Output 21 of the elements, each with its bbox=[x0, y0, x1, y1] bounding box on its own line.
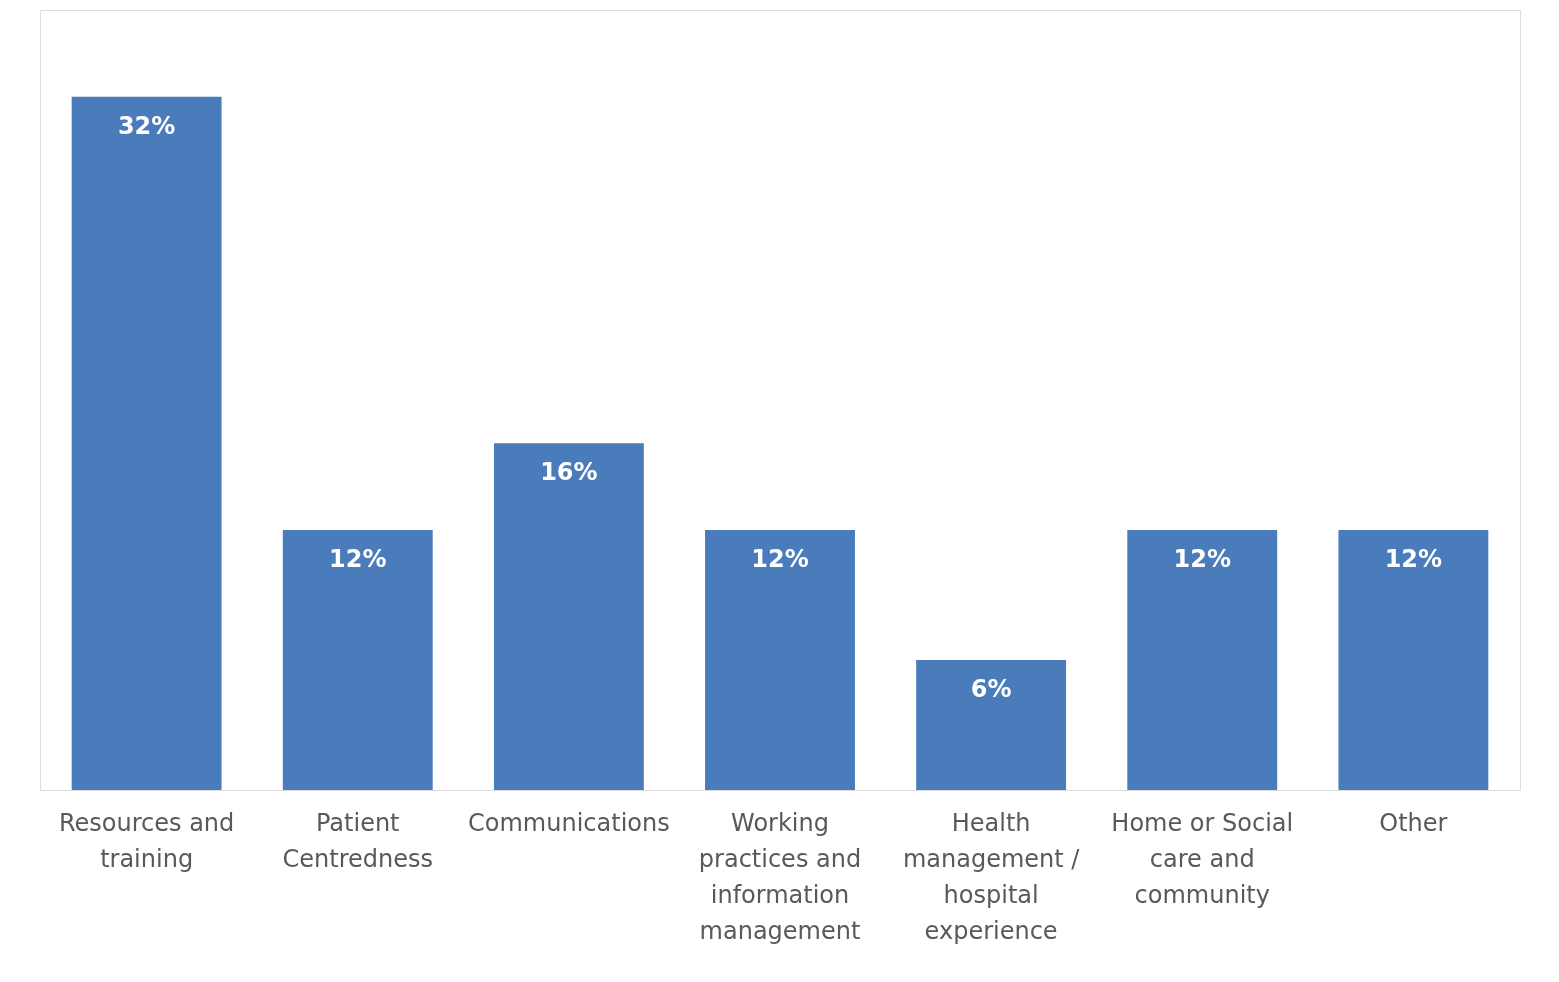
x-tick-label: Resources and training bbox=[58, 809, 235, 873]
data-label: 12% bbox=[1173, 545, 1231, 573]
x-tick-label: Patient Centredness bbox=[282, 809, 433, 873]
x-tick-label: Health management / hospital experience bbox=[902, 809, 1081, 945]
bar bbox=[705, 530, 855, 790]
x-tick-label: Home or Social care and community bbox=[1111, 809, 1294, 909]
data-label: 12% bbox=[329, 545, 387, 573]
data-label: 12% bbox=[1384, 545, 1443, 573]
x-tick-label: Communications bbox=[468, 809, 670, 837]
bar bbox=[71, 96, 222, 790]
bar bbox=[916, 660, 1067, 790]
data-label: 32% bbox=[117, 111, 176, 140]
bar bbox=[1338, 530, 1489, 790]
data-label: 12% bbox=[751, 545, 809, 573]
bar bbox=[493, 443, 644, 790]
bar bbox=[282, 530, 433, 790]
x-tick-label: Other bbox=[1379, 809, 1448, 837]
bar bbox=[1127, 530, 1278, 790]
x-tick-label: Working practices and information management bbox=[698, 809, 862, 945]
data-label: 16% bbox=[540, 458, 598, 487]
data-label: 6% bbox=[970, 675, 1012, 703]
